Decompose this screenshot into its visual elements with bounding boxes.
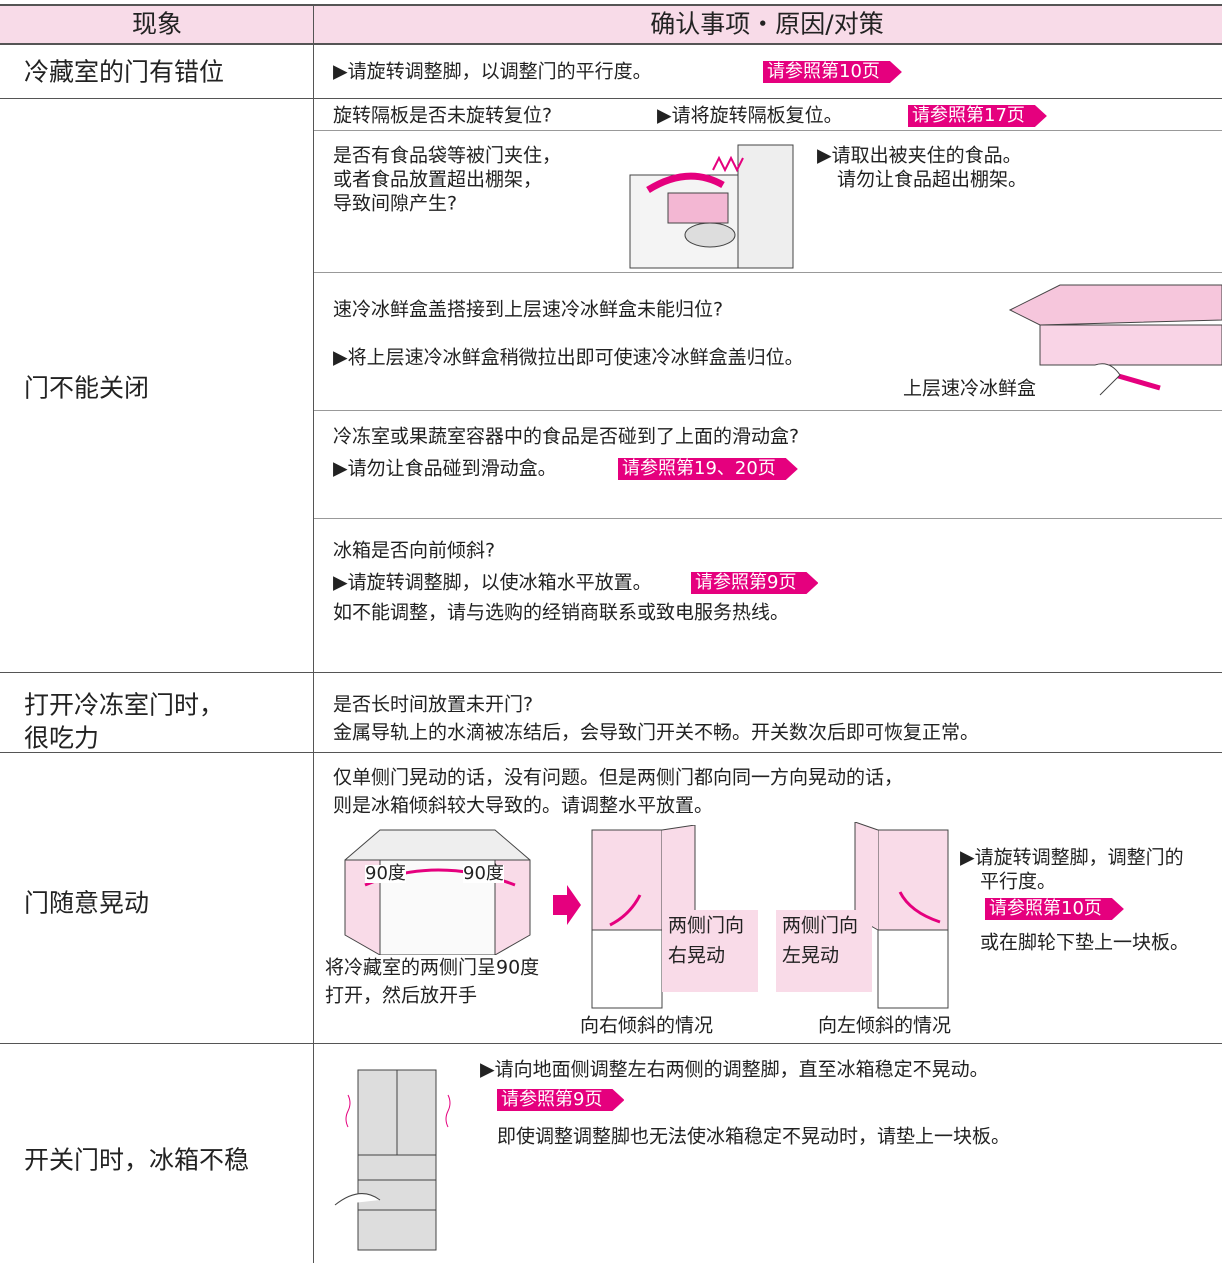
symptom: 很吃力	[24, 723, 100, 753]
check: 冷冻室或果蔬室容器中的食品是否碰到了上面的滑动盒?	[333, 425, 800, 448]
check: 旋转隔板是否未旋转复位?	[333, 104, 553, 127]
check: 或者食品放置超出棚架，	[333, 168, 543, 191]
symptom: 门不能关闭	[24, 373, 150, 403]
fridge	[591, 825, 696, 1009]
rule	[0, 672, 1222, 673]
fridge	[854, 822, 949, 1009]
symptom: 门随意晃动	[24, 888, 150, 918]
check: 导致间隙产生?	[333, 192, 458, 215]
page-ref: 请参照第17页	[908, 105, 1047, 127]
page-ref: 请参照第10页	[985, 898, 1124, 920]
angle-label: 90度	[365, 863, 406, 884]
page-ref: 请参照第9页	[497, 1089, 624, 1111]
rule	[0, 4, 1222, 6]
note: 如不能调整，请与选购的经销商联系或致电服务热线。	[333, 601, 790, 624]
page-ref: 请参照第19、20页	[618, 458, 798, 480]
check: 速冷冰鲜盒盖搭接到上层速冷冰鲜盒未能归位?	[333, 298, 724, 321]
caption: 向左倾斜的情况	[818, 1014, 952, 1037]
label-box	[776, 910, 872, 992]
rule	[313, 130, 1222, 131]
tilt-label: 右晃动	[668, 944, 726, 967]
rule	[0, 43, 1222, 45]
figure	[344, 829, 531, 955]
symptom: 开关门时，冰箱不稳	[24, 1145, 250, 1175]
header-bg	[0, 5, 1222, 43]
arrow	[553, 885, 581, 925]
action: ▶请旋转调整脚，以调整门的平行度。	[333, 60, 652, 83]
rule	[313, 5, 314, 1263]
action: ▶请取出被夹住的食品。	[817, 144, 1022, 167]
action: ▶请勿让食品碰到滑动盒。	[333, 457, 557, 480]
caption: 向右倾斜的情况	[580, 1014, 714, 1037]
rule	[313, 272, 1222, 273]
header: 现象	[131, 9, 183, 39]
action: ▶请向地面侧调整左右两侧的调整脚，直至冰箱稳定不晃动。	[480, 1058, 989, 1081]
rule	[313, 410, 1222, 411]
symptom: 冷藏室的门有错位	[24, 57, 225, 87]
rule	[0, 98, 1222, 99]
note: 仅单侧门晃动的话，没有问题。但是两侧门都向同一方向晃动的话，	[333, 766, 904, 789]
rule	[0, 752, 1222, 753]
action: ▶将上层速冷冰鲜盒稍微拉出即可使速冷冰鲜盒盖归位。	[333, 346, 804, 369]
figure-label: 上层速冷冰鲜盒	[903, 377, 1037, 400]
check: 冰箱是否向前倾斜?	[333, 539, 496, 562]
page-ref: 请参照第9页	[691, 572, 818, 594]
note: 或在脚轮下垫上一块板。	[980, 931, 1190, 954]
rule	[313, 518, 1222, 519]
tilt-label: 两侧门向	[668, 914, 745, 937]
check: 是否有食品袋等被门夹住，	[333, 144, 562, 167]
label-box	[662, 910, 758, 992]
symptom: 打开冷冻室门时，	[24, 690, 225, 720]
caption: 打开，然后放开手	[325, 984, 478, 1007]
note: 即使调整调整脚也无法使冰箱稳定不晃动时，请垫上一块板。	[497, 1125, 1011, 1148]
figure	[1008, 284, 1222, 396]
page-ref: 请参照第10页	[763, 61, 902, 83]
note: 金属导轨上的水滴被冻结后，会导致门开关不畅。开关数次后即可恢复正常。	[333, 721, 980, 744]
tilt-label: 左晃动	[782, 944, 840, 967]
caption: 将冷藏室的两侧门呈90度	[325, 956, 540, 979]
check: 是否长时间放置未开门?	[333, 693, 534, 716]
action: ▶请旋转调整脚，以使冰箱水平放置。	[333, 571, 652, 594]
note: 则是冰箱倾斜较大导致的。请调整水平放置。	[333, 794, 714, 817]
action: ▶请将旋转隔板复位。	[657, 104, 843, 127]
action: 请勿让食品超出棚架。	[837, 168, 1028, 191]
fridge	[334, 1069, 451, 1251]
angle-label: 90度	[463, 863, 504, 884]
action: 平行度。	[980, 870, 1057, 893]
header: 确认事项・原因/对策	[650, 9, 884, 39]
figure	[629, 144, 794, 269]
tilt-label: 两侧门向	[782, 914, 859, 937]
rule	[0, 1043, 1222, 1044]
action: ▶请旋转调整脚，调整门的	[960, 846, 1184, 869]
